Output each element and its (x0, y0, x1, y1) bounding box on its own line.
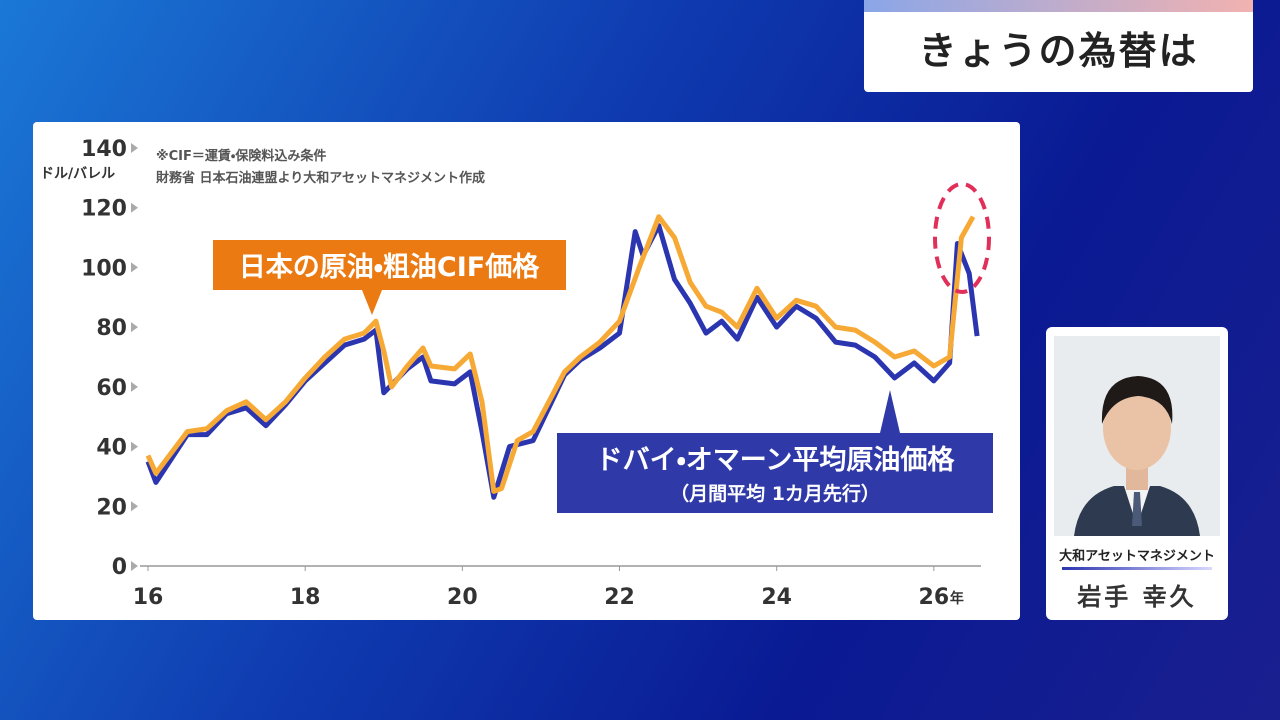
legend-label: 日本の原油・粗油CIF価格 (239, 252, 540, 283)
y-tick-label: 0 (112, 555, 127, 580)
highlight-ellipse (933, 182, 991, 294)
face (1103, 386, 1171, 470)
x-tick-label: 20 (447, 585, 478, 610)
tie (1132, 492, 1142, 526)
y-tick-label: 60 (96, 376, 127, 401)
y-tick-label: 120 (81, 197, 127, 222)
x-tick-label: 22 (604, 585, 635, 610)
x-tick-label: 18 (290, 585, 321, 610)
x-tick-label: 16 (133, 585, 164, 610)
y-tick-mark (131, 322, 138, 333)
y-tick-mark (131, 501, 138, 512)
y-tick-mark (131, 202, 138, 213)
header-strip (864, 0, 1253, 12)
y-tick-mark (131, 561, 138, 571)
y-tick-label: 140 (81, 137, 127, 162)
header-title: きょうの為替は (918, 29, 1199, 73)
y-tick-label: 40 (96, 436, 127, 461)
y-unit-label: ドル/バレル (40, 166, 115, 182)
y-tick-mark (131, 262, 138, 273)
x-tick-label: 26 (919, 585, 950, 610)
presenter-name: 岩手 幸久 (1077, 583, 1197, 611)
legend-label: ドバイ・オマーン平均原油価格 (596, 445, 956, 476)
presenter-organization: 大和アセットマネジメント (1059, 549, 1215, 564)
presenter-card: 大和アセットマネジメント 岩手 幸久 (1046, 327, 1228, 620)
hair (1101, 376, 1173, 424)
y-tick-mark (131, 441, 138, 452)
source-note: 財務省 日本石油連盟より大和アセットマネジメント作成 (155, 170, 485, 186)
chart-panel (33, 122, 1020, 620)
y-tick-mark (131, 143, 138, 153)
source-note: ※CIF＝運賃・保険料込み条件 (156, 148, 326, 164)
y-tick-label: 100 (81, 256, 127, 281)
presenter-bar (1062, 567, 1212, 570)
y-tick-label: 80 (96, 316, 127, 341)
header: きょうの為替は (864, 0, 1253, 92)
presenter-photo (1054, 336, 1220, 536)
callout-box (213, 240, 566, 315)
x-unit-label: 年 (950, 590, 964, 607)
series-line (145, 214, 976, 494)
y-tick-label: 20 (96, 495, 127, 520)
x-tick-label: 24 (761, 585, 792, 610)
y-tick-mark (131, 381, 138, 392)
callout-box (557, 390, 993, 513)
legend-sublabel: （月間平均 1カ月先行） (670, 482, 880, 505)
